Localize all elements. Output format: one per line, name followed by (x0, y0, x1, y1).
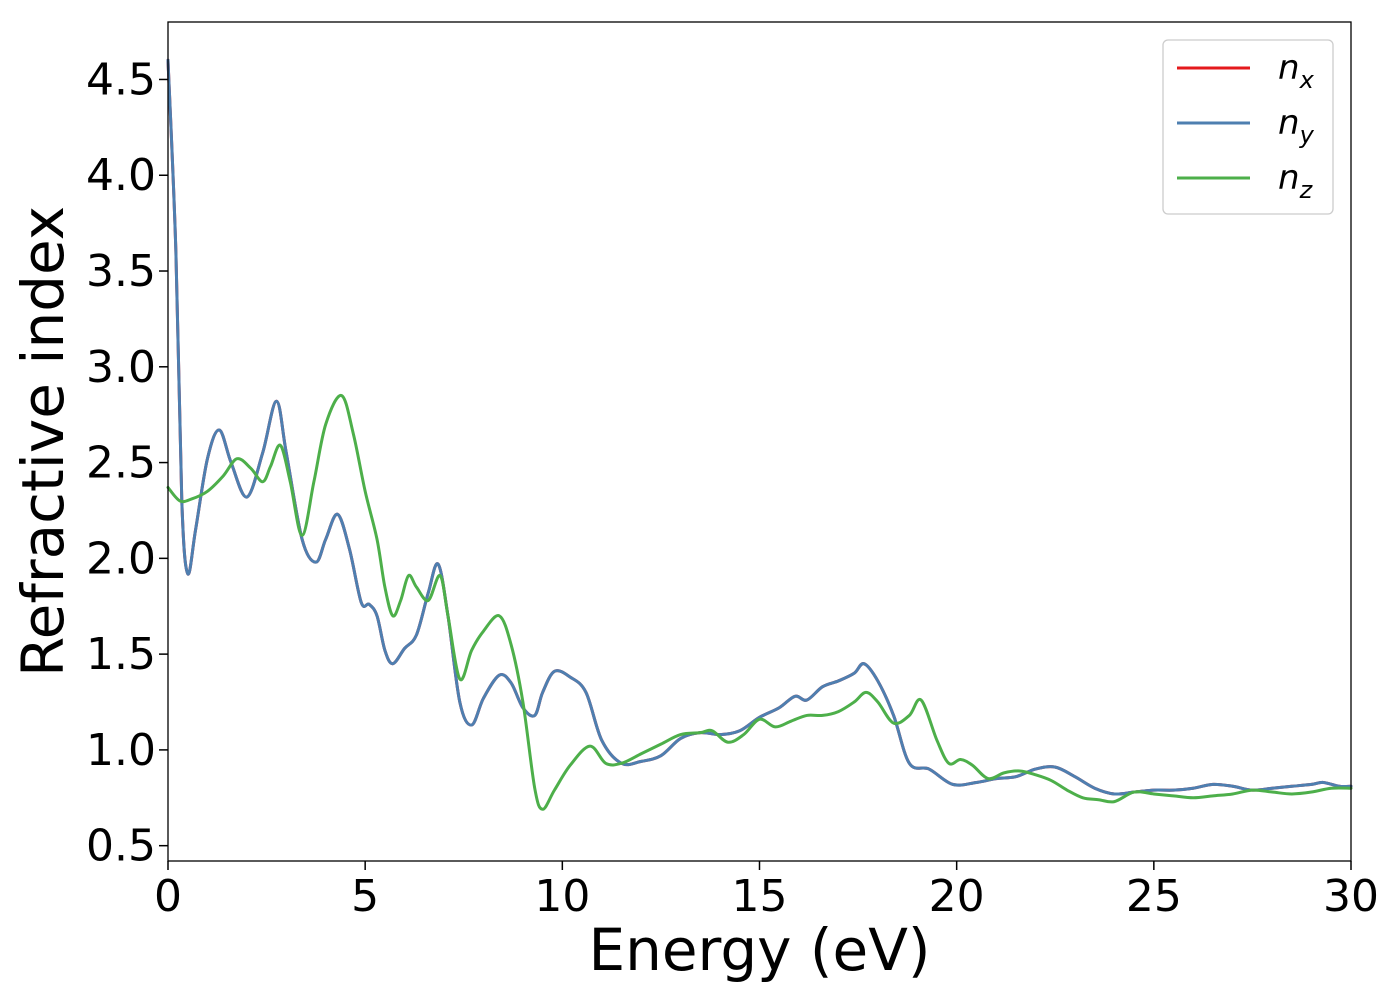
legend-label-nx: nx (1278, 48, 1315, 94)
y-axis-ticks: 0.5 1.0 1.5 2.0 2.5 3.0 3.5 4.0 4.5 (86, 54, 168, 872)
y-tick-label: 0.5 (86, 821, 156, 872)
y-tick-label: 2.5 (86, 438, 156, 489)
series-line-nz (166, 394, 1353, 811)
y-axis-label: Refractive index (9, 206, 77, 677)
x-tick-label: 25 (1126, 871, 1182, 922)
x-tick-label: 15 (732, 871, 788, 922)
y-tick-label: 4.0 (86, 150, 156, 201)
x-tick-label: 5 (351, 871, 379, 922)
x-axis-ticks: 0 5 10 15 20 25 30 (154, 861, 1379, 922)
x-tick-label: 0 (154, 871, 182, 922)
legend: nx ny nz (1162, 39, 1334, 215)
y-tick-label: 3.0 (86, 342, 156, 393)
y-tick-label: 2.0 (86, 533, 156, 584)
x-tick-label: 20 (929, 871, 985, 922)
x-tick-label: 10 (534, 871, 590, 922)
y-tick-label: 4.5 (86, 54, 156, 105)
x-axis-label: Energy (eV) (588, 916, 930, 984)
series-layer (166, 58, 1353, 811)
legend-label-nz: nz (1278, 158, 1314, 204)
y-tick-label: 1.0 (86, 725, 156, 776)
x-tick-label: 30 (1323, 871, 1379, 922)
legend-box (1162, 39, 1334, 215)
legend-label-ny: ny (1278, 103, 1315, 149)
y-tick-label: 3.5 (86, 246, 156, 297)
y-tick-label: 1.5 (86, 629, 156, 680)
